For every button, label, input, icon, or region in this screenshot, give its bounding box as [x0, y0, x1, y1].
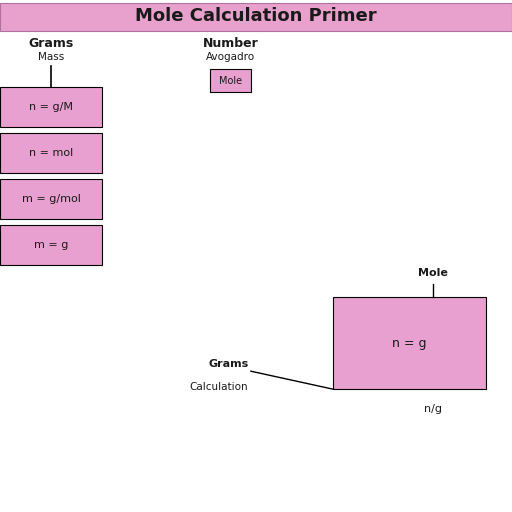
Text: m = g/mol: m = g/mol: [22, 194, 80, 204]
Text: Mole: Mole: [418, 267, 447, 278]
FancyBboxPatch shape: [333, 297, 486, 389]
FancyBboxPatch shape: [0, 87, 102, 127]
Text: n = g: n = g: [392, 336, 427, 350]
FancyBboxPatch shape: [210, 69, 251, 92]
Text: Mass: Mass: [38, 52, 65, 62]
Text: Mole: Mole: [219, 76, 242, 86]
Text: Grams: Grams: [208, 358, 248, 369]
Text: m = g: m = g: [34, 240, 69, 250]
FancyBboxPatch shape: [0, 133, 102, 173]
Text: Avogadro: Avogadro: [206, 52, 255, 62]
Text: Grams: Grams: [29, 37, 74, 50]
Text: Calculation: Calculation: [189, 382, 248, 393]
Text: n = mol: n = mol: [29, 148, 73, 158]
FancyBboxPatch shape: [0, 179, 102, 219]
FancyBboxPatch shape: [0, 225, 102, 265]
Text: n = g/M: n = g/M: [29, 102, 73, 112]
Text: n/g: n/g: [423, 404, 442, 415]
Text: Number: Number: [203, 37, 258, 50]
FancyBboxPatch shape: [0, 3, 512, 31]
Text: Mole Calculation Primer: Mole Calculation Primer: [135, 7, 377, 26]
